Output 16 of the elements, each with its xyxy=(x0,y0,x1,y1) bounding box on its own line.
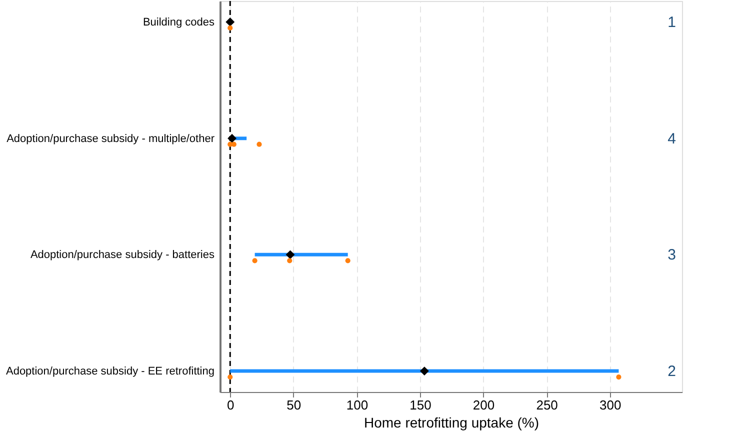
x-tick-label: 50 xyxy=(286,398,302,412)
y-tick-label: Adoption/purchase subsidy - EE retrofitting xyxy=(6,366,214,378)
x-tick-label: 250 xyxy=(536,398,558,412)
annotation: 1 xyxy=(668,14,676,31)
x-tick-label: 300 xyxy=(600,398,622,412)
y-tick-label: Building codes xyxy=(142,16,215,28)
x-axis-title: Home retrofitting uptake (%) xyxy=(364,414,540,430)
y-tick-label: Adoption/purchase subsidy - batteries xyxy=(30,249,215,262)
annotation: 4 xyxy=(668,130,676,148)
x-tick-label: 100 xyxy=(346,398,368,412)
x-tick-label: 0 xyxy=(227,398,234,412)
x-tick-label: 150 xyxy=(410,398,432,412)
x-tick-label: 200 xyxy=(472,398,495,412)
y-tick-label: Adoption/purchase subsidy - multiple/other xyxy=(6,132,215,145)
annotation: 3 xyxy=(668,246,676,264)
annotation: 2 xyxy=(668,363,676,380)
